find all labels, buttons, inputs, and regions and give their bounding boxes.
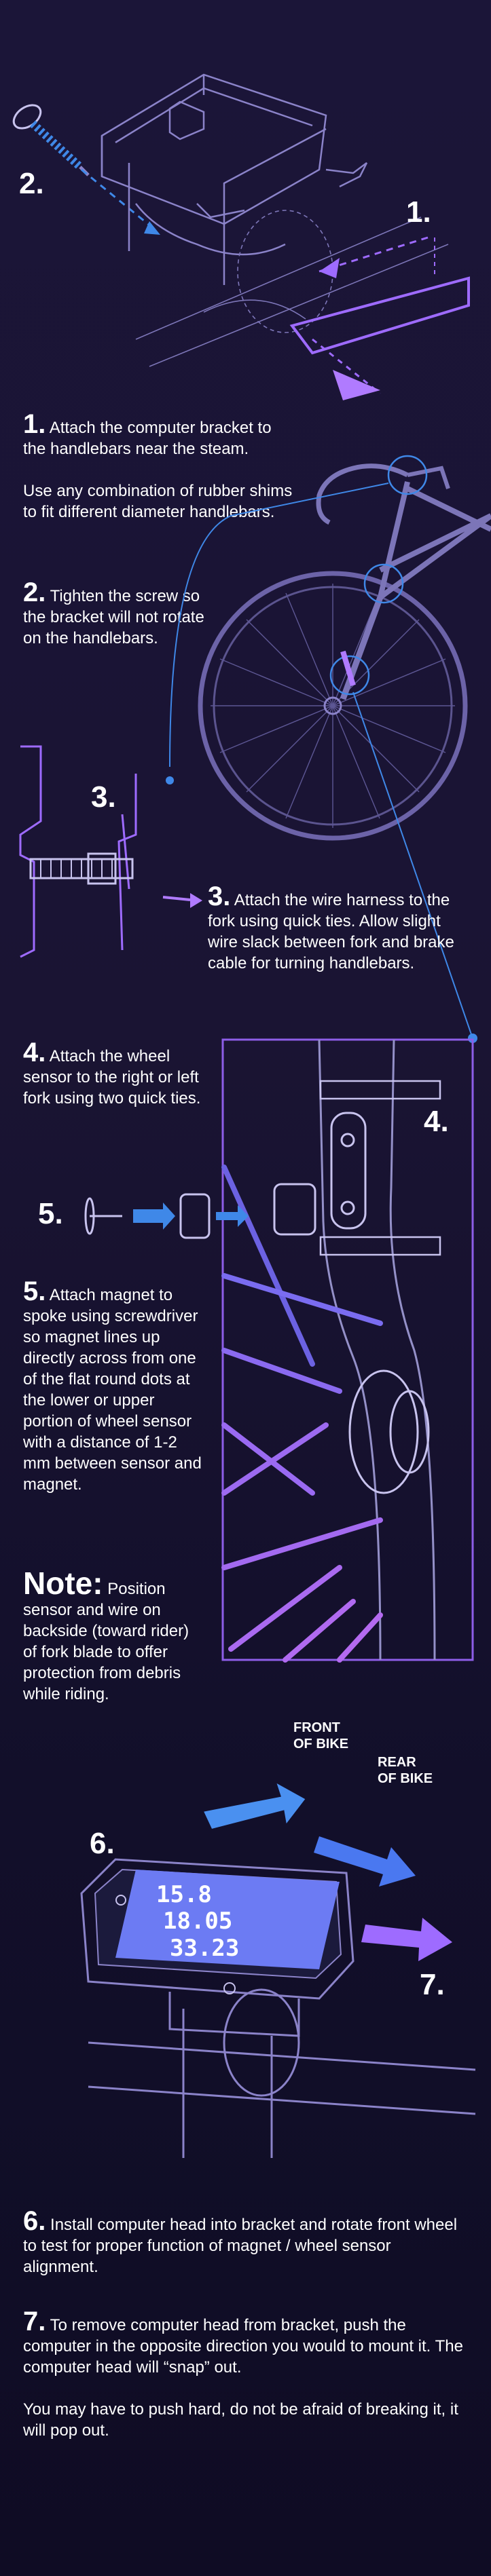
step-5-text: 5. Attach magnet to spoke using screwdri… (23, 1278, 206, 1495)
wheel-sensor-icon (319, 1080, 441, 1494)
step-5-body: Attach magnet to spoke using screwdriver… (23, 1286, 202, 1494)
fork-icon (19, 745, 137, 958)
step-2-text: 2. Tighten the screw so the bracket will… (23, 579, 206, 649)
lcd-bottom-readout: 33.23 (170, 1935, 239, 1962)
step-2-number: 2. (23, 577, 46, 607)
step-1-text: 1. Attach the computer bracket to the ha… (23, 411, 295, 523)
step-marker-3: 3. (91, 780, 116, 814)
computer-illustration: 15.8 18.05 33.23 (80, 1783, 476, 2158)
step-7-extra: You may have to push hard, do not be afr… (23, 2400, 458, 2440)
step-1-extra: Use any combination of rubber shims to f… (23, 482, 293, 521)
bike-computer-icon: 15.8 18.05 33.23 (80, 1858, 476, 2158)
step-3-number: 3. (208, 882, 231, 911)
step-1-body: Attach the computer bracket to the handl… (23, 419, 272, 458)
lcd-mid-readout: 18.05 (163, 1908, 232, 1935)
step-6-body: Install computer head into bracket and r… (23, 2216, 458, 2276)
sensor-detail-panel (84, 1038, 474, 1663)
front-of-bike-label: FRONT OF BIKE (293, 1720, 349, 1751)
step-marker-6: 6. (90, 1827, 115, 1860)
step-marker-2: 2. (19, 167, 44, 200)
step-7-body: To remove computer head from bracket, pu… (23, 2316, 463, 2376)
step-7-text: 7. To remove computer head from bracket,… (23, 2308, 465, 2441)
step-marker-7: 7. (420, 1968, 445, 2001)
step-4-number: 4. (23, 1038, 46, 1067)
step-6-text: 6. Install computer head into bracket an… (23, 2208, 465, 2277)
rear-of-bike-label: REAR OF BIKE (378, 1755, 433, 1786)
bicycle-icon (198, 455, 491, 841)
magnet-icon (84, 1183, 316, 1239)
fork-harness-illustration (19, 745, 202, 958)
step-4-text: 4. Attach the wheel sensor to the right … (23, 1039, 206, 1109)
step-marker-1: 1. (406, 195, 431, 229)
step-4-body: Attach the wheel sensor to the right or … (23, 1047, 201, 1107)
step-marker-4: 4. (424, 1105, 449, 1138)
note-title: Note: (23, 1566, 103, 1601)
step-2-body: Tighten the screw so the bracket will no… (23, 587, 204, 647)
step-3-body: Attach the wire harness to the fork usin… (208, 891, 454, 972)
step-6-number: 6. (23, 2206, 46, 2236)
step-5-number: 5. (23, 1276, 46, 1306)
step-3-text: 3. Attach the wire harness to the fork u… (208, 883, 466, 974)
note-text: Note: Position sensor and wire on backsi… (23, 1568, 206, 1705)
step-marker-5: 5. (38, 1197, 63, 1230)
quick-tie (29, 852, 134, 885)
bracket-body (101, 73, 368, 285)
lcd-top-readout: 15.8 (156, 1881, 212, 1908)
note-body: Position sensor and wire on backside (to… (23, 1580, 189, 1703)
step-7-number: 7. (23, 2307, 46, 2336)
bracket-illustration (12, 73, 470, 400)
step-1-number: 1. (23, 409, 46, 439)
